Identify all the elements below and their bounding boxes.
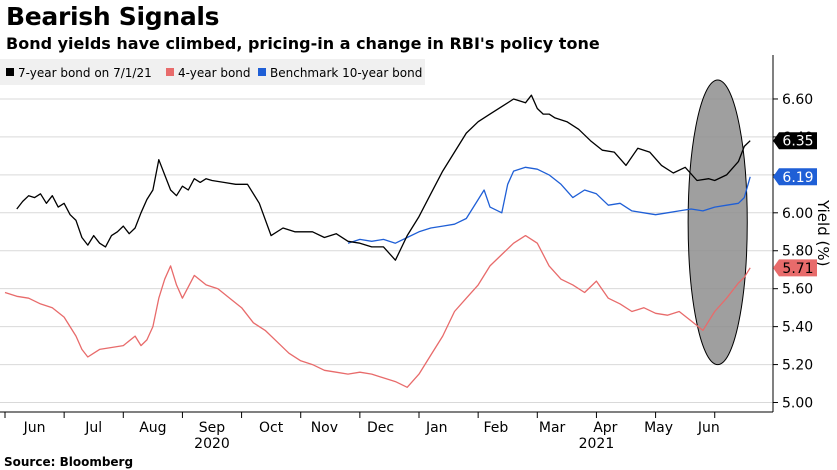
legend-label: 7-year bond on 7/1/21 — [18, 66, 152, 80]
series-lines — [4, 94, 751, 388]
x-tick-label: Aug — [139, 420, 166, 436]
chart-subtitle: Bond yields have climbed, pricing-in a c… — [6, 34, 600, 53]
annotation — [687, 79, 748, 366]
year-label: 2020 — [194, 436, 230, 452]
last-value-badge — [773, 168, 817, 186]
value-labels: 6.35 5.71 6.19 — [773, 132, 817, 277]
source-note: Source: Bloomberg — [4, 455, 134, 469]
legend-label: Benchmark 10-year bond — [270, 66, 422, 80]
y-tick-label: 5.20 — [782, 358, 813, 374]
legend-label: 4-year bond — [178, 66, 251, 80]
x-tick-label: Jul — [84, 420, 102, 436]
x-tick-label: Jun — [697, 420, 720, 436]
last-value-text: 6.19 — [782, 170, 813, 186]
legend: 7-year bond on 7/1/21 4-year bond Benchmar… — [0, 59, 425, 85]
chart-title: Bearish Signals — [6, 2, 220, 31]
series-line-2 — [347, 166, 751, 244]
last-value-label: 5.71 — [773, 259, 817, 277]
legend-swatch — [166, 68, 174, 76]
x-tick-label: Sep — [199, 420, 226, 436]
x-tick-label: Apr — [593, 420, 617, 436]
series-line-1 — [4, 234, 751, 388]
last-value-text: 6.35 — [782, 134, 813, 150]
y-tick-label: 5.00 — [782, 396, 813, 412]
y-tick-label: 6.00 — [782, 206, 813, 222]
last-value-text: 5.71 — [782, 261, 813, 277]
y-axis-title: Yield (%) — [814, 199, 832, 266]
x-tick-label: Feb — [483, 420, 508, 436]
y-tick-label: 5.60 — [782, 282, 813, 298]
legend-swatch — [258, 68, 266, 76]
last-value-badge — [773, 132, 817, 150]
x-tick-label: May — [644, 420, 673, 436]
x-tick-label: Dec — [367, 420, 394, 436]
x-tick-label: Mar — [539, 420, 566, 436]
y-tick-label: 6.60 — [782, 92, 813, 108]
y-tick-label: 5.40 — [782, 320, 813, 336]
legend-swatch — [6, 68, 14, 76]
x-tick-label: Nov — [311, 420, 338, 436]
highlight-ellipse — [687, 79, 748, 366]
year-label: 2021 — [579, 436, 615, 452]
last-value-badge — [773, 259, 817, 277]
x-tick-label: Oct — [259, 420, 284, 436]
x-tick-label: Jun — [23, 420, 46, 436]
last-value-label: 6.19 — [773, 168, 817, 186]
gridlines — [0, 98, 773, 404]
y-tick-label: 5.80 — [782, 244, 813, 260]
legend-box — [0, 59, 425, 85]
series-line-0 — [16, 94, 751, 261]
last-value-label: 6.35 — [773, 132, 817, 150]
x-tick-label: Jan — [425, 420, 448, 436]
